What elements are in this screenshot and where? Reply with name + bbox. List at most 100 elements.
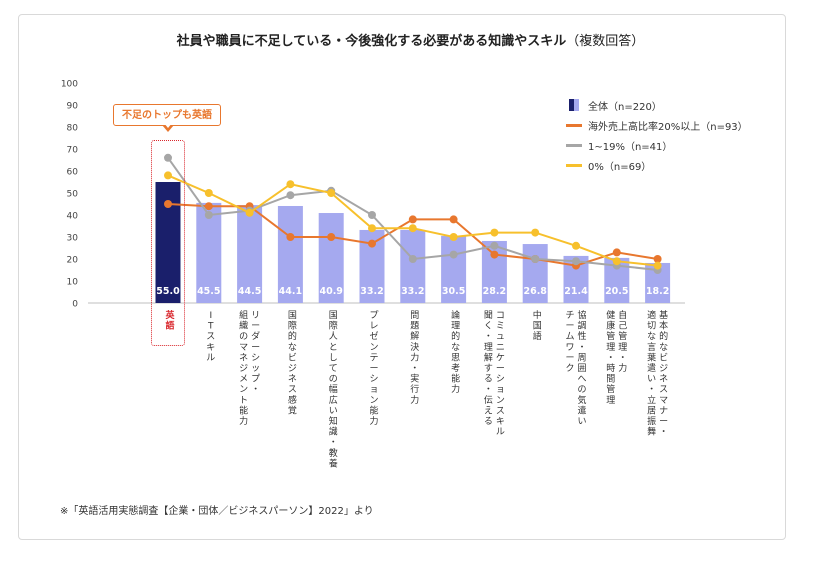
bar-value-label: 21.4 <box>564 286 588 297</box>
category-label-char: マ <box>239 343 248 353</box>
category-label-char: 行 <box>410 383 419 395</box>
category-label-char: 感 <box>288 394 297 406</box>
category-label-char: テ <box>369 352 378 363</box>
category-label-char: 振 <box>647 415 656 427</box>
category-label-char: ・ <box>410 364 419 374</box>
category-label-char: 理 <box>606 395 615 406</box>
category-label-char: 管 <box>618 330 627 342</box>
category-label-char: 的 <box>451 330 460 342</box>
legend-label-all: 全体（n=220） <box>588 101 662 113</box>
bar <box>277 205 303 303</box>
y-tick-label: 0 <box>72 300 78 310</box>
category-label-char: 切 <box>647 321 656 332</box>
y-tick-label: 20 <box>67 256 79 266</box>
bar <box>441 235 467 303</box>
category-label-char: 適 <box>647 309 656 321</box>
category-label-char: ル <box>206 353 215 363</box>
category-label-char: ン <box>239 385 248 395</box>
legend-item-low: 1~19%（n=41） <box>566 135 748 155</box>
source-note: ※「英語活用実態調査【企業・団体／ビジネスパーソン】2022」より <box>60 506 374 517</box>
category-label-char: 理 <box>606 342 615 353</box>
category-label-char: な <box>451 342 460 353</box>
point-overseas <box>368 239 376 248</box>
category-label-char: な <box>647 331 656 342</box>
category-label-char: 際 <box>288 320 297 332</box>
category-label-char: キ <box>496 417 505 427</box>
category-label-char: 時 <box>606 363 615 374</box>
category-label-char: 論 <box>451 309 460 321</box>
category-label-char: へ <box>577 375 586 385</box>
title-main: 社員や職員に不足している・今後強化する必要がある知識やスキル <box>176 34 567 49</box>
category-label-char: 際 <box>329 320 338 332</box>
legend-label-overseas: 海外売上高比率20%以上（n=93） <box>588 121 748 133</box>
bar <box>237 205 263 303</box>
category-label-char: 題 <box>410 321 419 332</box>
category-label-char: 力 <box>410 394 419 406</box>
category-label-char: 協 <box>577 309 586 321</box>
category-label-char: シ <box>496 375 505 385</box>
y-tick-label: 80 <box>67 124 79 134</box>
bar-value-label: 44.5 <box>238 286 261 297</box>
category-label-char: ス <box>206 332 215 342</box>
category-label-char: 基 <box>659 309 668 321</box>
category-label-char: 聞 <box>484 310 493 321</box>
category-label-char: 国 <box>533 321 542 332</box>
category-label-char: ワ <box>565 343 574 353</box>
category-label-char: 己 <box>618 321 627 332</box>
category-label-char: ミ <box>496 322 505 332</box>
category-label-char: ネ <box>288 374 297 385</box>
category-label-char: 語 <box>165 320 174 332</box>
legend-item-zero: 0%（n=69） <box>566 155 748 175</box>
category-label-char: I <box>209 311 212 321</box>
category-label-char: 立 <box>647 394 656 406</box>
legend: 全体（n=220） 海外売上高比率20%以上（n=93） 1~19%（n=41）… <box>566 95 748 175</box>
point-zero <box>408 224 417 233</box>
bar-value-label: 40.9 <box>319 286 342 297</box>
category-label-char: ョ <box>369 385 378 395</box>
category-label-char: ス <box>288 385 297 395</box>
point-low <box>449 250 458 259</box>
category-label-char: の <box>239 332 248 342</box>
highlight-box <box>151 140 185 346</box>
callout-text: 不足のトップも英語 <box>122 110 212 121</box>
category-label-char: え <box>484 405 493 416</box>
title-paren: （複数回答） <box>566 34 645 49</box>
y-tick-label: 60 <box>67 168 79 178</box>
legend-label-low: 1~19%（n=41） <box>588 141 673 153</box>
category-label-char: 実 <box>410 373 419 385</box>
legend-item-all: 全体（n=220） <box>566 95 748 115</box>
category-label-char: ・ <box>647 385 656 395</box>
bar-value-label: 30.5 <box>442 286 465 297</box>
category-label-char: シ <box>251 353 260 363</box>
point-zero <box>327 189 336 197</box>
category-label-char: ゼ <box>369 330 378 342</box>
category-label-char: ビ <box>288 352 297 363</box>
point-low <box>408 255 417 263</box>
category-label-char: 理 <box>484 342 493 353</box>
point-overseas <box>449 215 458 224</box>
category-label-char: ・ <box>251 385 260 395</box>
category-label-char: い <box>647 375 656 385</box>
legend-line-symbol-zero <box>566 159 582 171</box>
bar-value-label: 33.2 <box>360 286 383 297</box>
category-label-char: 理 <box>451 321 460 332</box>
category-label-char: ン <box>369 396 378 406</box>
category-label-char: ・ <box>618 353 627 363</box>
point-low <box>368 211 376 219</box>
category-label-char: 国 <box>329 310 338 321</box>
category-label-char: 語 <box>533 330 542 342</box>
y-tick-label: 40 <box>67 212 79 222</box>
category-label-char: し <box>329 352 338 363</box>
bar <box>522 244 548 303</box>
category-label-char: 考 <box>451 363 460 374</box>
bar-value-label: 20.5 <box>605 286 628 297</box>
category-label-char: ー <box>659 417 668 427</box>
category-label-char: 力 <box>369 415 378 427</box>
category-label-char: な <box>288 342 297 353</box>
point-low <box>490 241 499 250</box>
point-zero <box>490 228 499 237</box>
category-label-char: 管 <box>606 383 615 395</box>
category-label-char: 力 <box>618 362 627 374</box>
category-label-char: ジ <box>659 364 668 374</box>
